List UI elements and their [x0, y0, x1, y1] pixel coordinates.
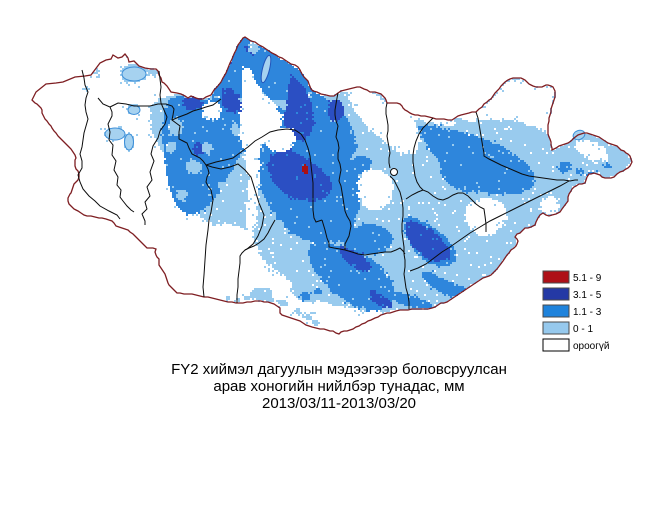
svg-text:3.1 - 5: 3.1 - 5	[573, 290, 602, 301]
svg-text:ороогүй: ороогүй	[573, 341, 609, 352]
svg-text:FY2 хиймэл дагуулын мэдээгээр: FY2 хиймэл дагуулын мэдээгээр боловсруул…	[171, 361, 507, 378]
svg-text:1.1 - 3: 1.1 - 3	[573, 307, 602, 318]
svg-text:2013/03/11-2013/03/20: 2013/03/11-2013/03/20	[262, 395, 416, 412]
svg-text:5.1 - 9: 5.1 - 9	[573, 273, 602, 284]
svg-text:арав хоногийн нийлбэр тунадас,: арав хоногийн нийлбэр тунадас, мм	[213, 378, 464, 395]
svg-text:0 - 1: 0 - 1	[573, 324, 593, 335]
